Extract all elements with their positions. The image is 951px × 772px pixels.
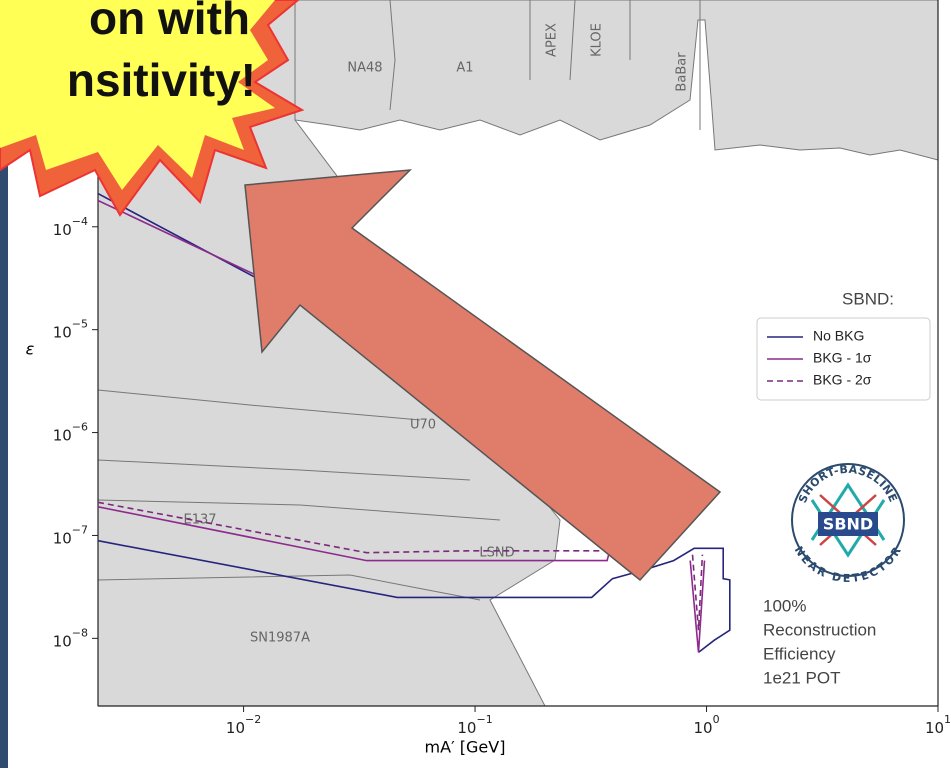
region-label: LSND xyxy=(479,546,514,561)
tick-label: 100 xyxy=(693,713,719,737)
annotation-line: Reconstruction xyxy=(763,620,876,639)
callout-line: nsitivity! xyxy=(67,54,256,106)
region-label: A1 xyxy=(456,61,473,76)
tick-label: 10−7 xyxy=(53,523,88,547)
y-axis-label: ε xyxy=(26,340,35,359)
callout-line: on with xyxy=(89,0,250,44)
tick-label: 10−8 xyxy=(53,626,88,650)
region-label: BaBar xyxy=(675,52,690,92)
legend-label: BKG - 1σ xyxy=(813,350,872,366)
region-label: SN1987A xyxy=(250,631,310,646)
annotation-line: 100% xyxy=(763,596,806,615)
legend-title: SBND: xyxy=(842,289,894,308)
region-label: KLOE xyxy=(590,23,605,57)
tick-label: 10−1 xyxy=(457,713,492,737)
region-label: NA48 xyxy=(347,61,382,76)
annotation-line: Efficiency xyxy=(763,644,836,663)
region-label: U70 xyxy=(410,418,436,433)
legend-label: BKG - 2σ xyxy=(813,372,872,388)
slide: mA′ [GeV] ε 10−2 10−1 100 101 10−8 10−7 10−6 10… xyxy=(0,0,951,768)
tick-label: 10−2 xyxy=(226,713,261,737)
tick-label: 10−6 xyxy=(53,421,88,445)
region-label: APEX xyxy=(545,23,560,57)
tick-label: 10−4 xyxy=(53,215,88,239)
x-axis-label: mA′ [GeV] xyxy=(425,738,506,757)
annotation-line: 1e21 POT xyxy=(763,668,841,687)
slide-border xyxy=(0,150,8,768)
tick-label: 10−5 xyxy=(53,318,88,342)
legend-label: No BKG xyxy=(813,328,864,344)
annotation: 100% Reconstruction Efficiency 1e21 POT xyxy=(763,596,876,687)
tick-label: 101 xyxy=(925,713,951,737)
sbnd-logo: SHORT-BASELINE SBND NEAR DETECTOR xyxy=(792,463,905,585)
logo-center-text: SBND xyxy=(823,515,873,534)
